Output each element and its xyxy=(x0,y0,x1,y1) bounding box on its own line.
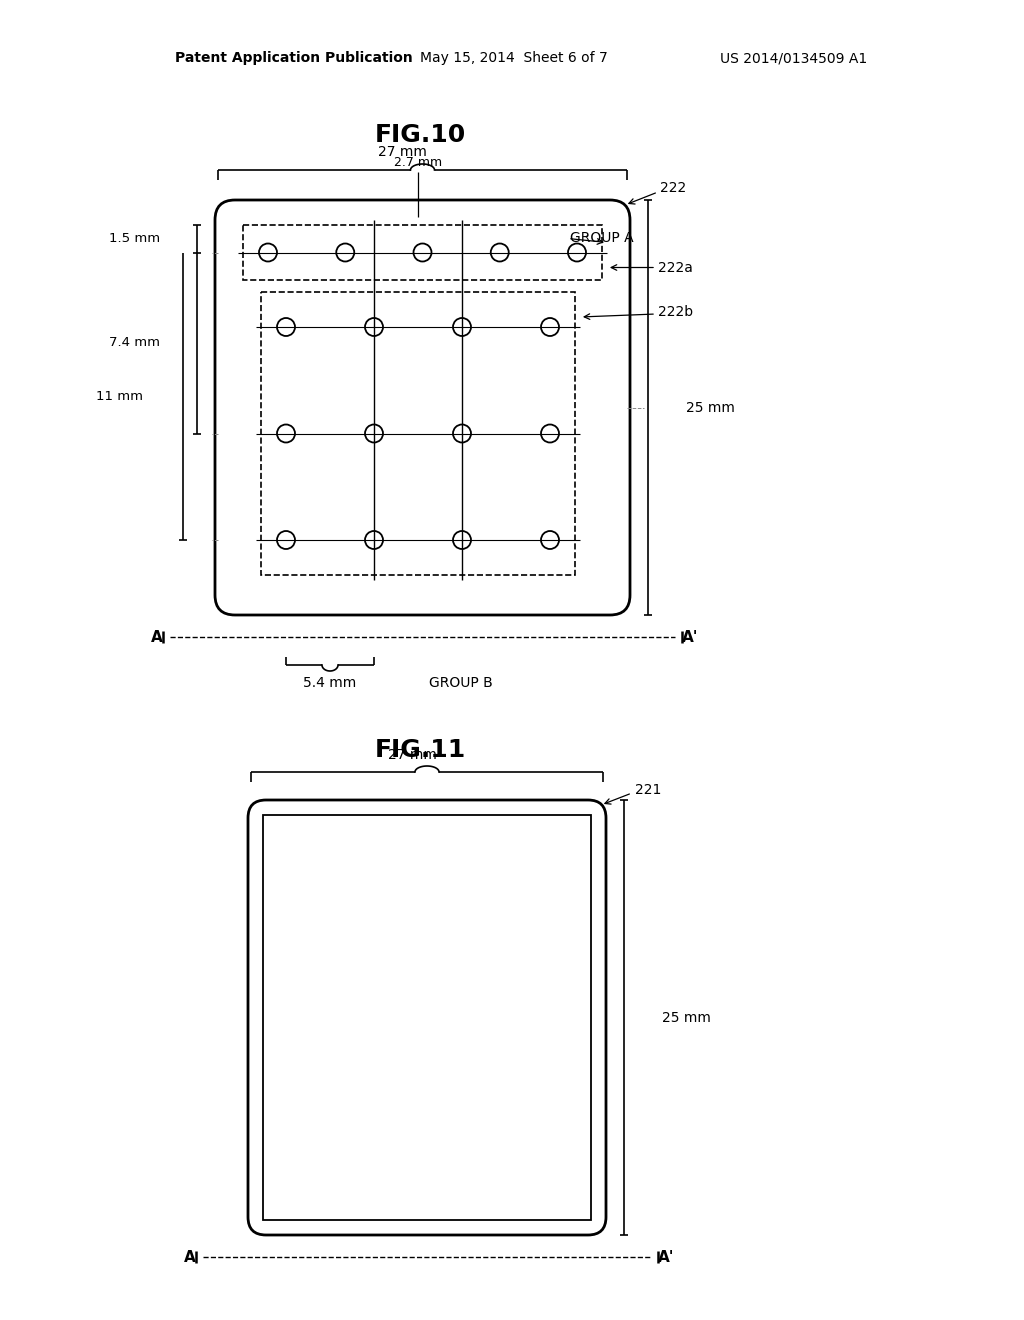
Text: GROUP A: GROUP A xyxy=(570,231,634,244)
Text: 11 mm: 11 mm xyxy=(96,389,143,403)
Bar xyxy=(263,814,591,1220)
Bar xyxy=(243,224,602,280)
Text: 222: 222 xyxy=(660,181,686,195)
Text: 5.4 mm: 5.4 mm xyxy=(303,676,356,690)
Text: 1.5 mm: 1.5 mm xyxy=(109,232,160,246)
Text: A': A' xyxy=(658,1250,675,1266)
Text: GROUP B: GROUP B xyxy=(429,676,493,690)
Text: A: A xyxy=(184,1250,196,1266)
Text: 27 mm: 27 mm xyxy=(387,748,436,762)
Text: 25 mm: 25 mm xyxy=(686,400,735,414)
Text: 222b: 222b xyxy=(658,305,693,319)
FancyBboxPatch shape xyxy=(248,800,606,1236)
Text: 7.4 mm: 7.4 mm xyxy=(109,337,160,350)
Text: A: A xyxy=(152,631,163,645)
Text: 25 mm: 25 mm xyxy=(662,1011,711,1024)
Text: A': A' xyxy=(682,631,698,645)
FancyBboxPatch shape xyxy=(215,201,630,615)
Text: 2.7 mm: 2.7 mm xyxy=(394,156,442,169)
Text: FIG.10: FIG.10 xyxy=(375,123,466,147)
Text: US 2014/0134509 A1: US 2014/0134509 A1 xyxy=(720,51,867,65)
Text: Patent Application Publication: Patent Application Publication xyxy=(175,51,413,65)
Bar xyxy=(261,292,575,576)
Text: 221: 221 xyxy=(635,783,662,797)
Text: 222a: 222a xyxy=(658,260,693,275)
Text: May 15, 2014  Sheet 6 of 7: May 15, 2014 Sheet 6 of 7 xyxy=(420,51,608,65)
Text: 27 mm: 27 mm xyxy=(378,145,427,158)
Text: FIG.11: FIG.11 xyxy=(375,738,466,762)
